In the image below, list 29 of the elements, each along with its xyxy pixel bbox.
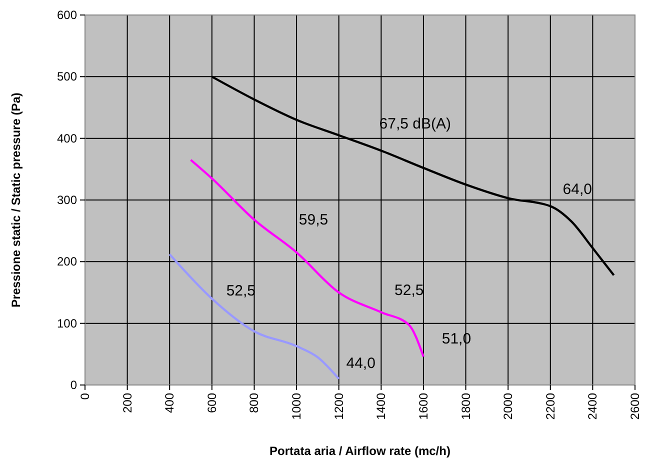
annotation: 64,0 [562,181,592,198]
annotation: 52,5 [394,282,424,300]
x-tick-label: 2600 [628,392,642,420]
annotation: 59,5 [298,211,328,228]
annotation: 44,0 [346,354,376,372]
y-tick-label: 100 [56,316,78,330]
x-tick-label: 0 [78,392,92,400]
x-tick-label: 2000 [501,392,516,420]
x-tick-label: 800 [247,392,262,414]
x-tick-label: 1200 [332,392,346,420]
x-tick-label: 200 [120,392,134,414]
y-axis-title: Pressione static / Static pressure (Pa) [9,92,23,308]
x-tick-label: 1400 [374,392,388,420]
x-tick-label: 1800 [458,392,473,420]
x-tick-label: 1600 [416,392,430,420]
x-axis-title: Portata aria / Airflow rate (mc/h) [270,444,450,458]
x-tick-label: 2400 [586,392,600,420]
x-tick-label: 2200 [543,392,558,420]
y-tick-label: 300 [56,193,78,207]
x-tick-label: 400 [162,392,177,414]
y-tick-label: 0 [70,378,78,392]
x-tick-label: 1000 [290,392,304,420]
y-tick-label: 500 [56,70,78,84]
y-tick-label: 200 [56,254,78,269]
x-tick-label: 600 [204,392,219,414]
line-series [190,158,425,358]
y-tick-label: 600 [56,8,78,22]
line-series [168,253,340,380]
y-tick-label: 400 [56,131,78,146]
